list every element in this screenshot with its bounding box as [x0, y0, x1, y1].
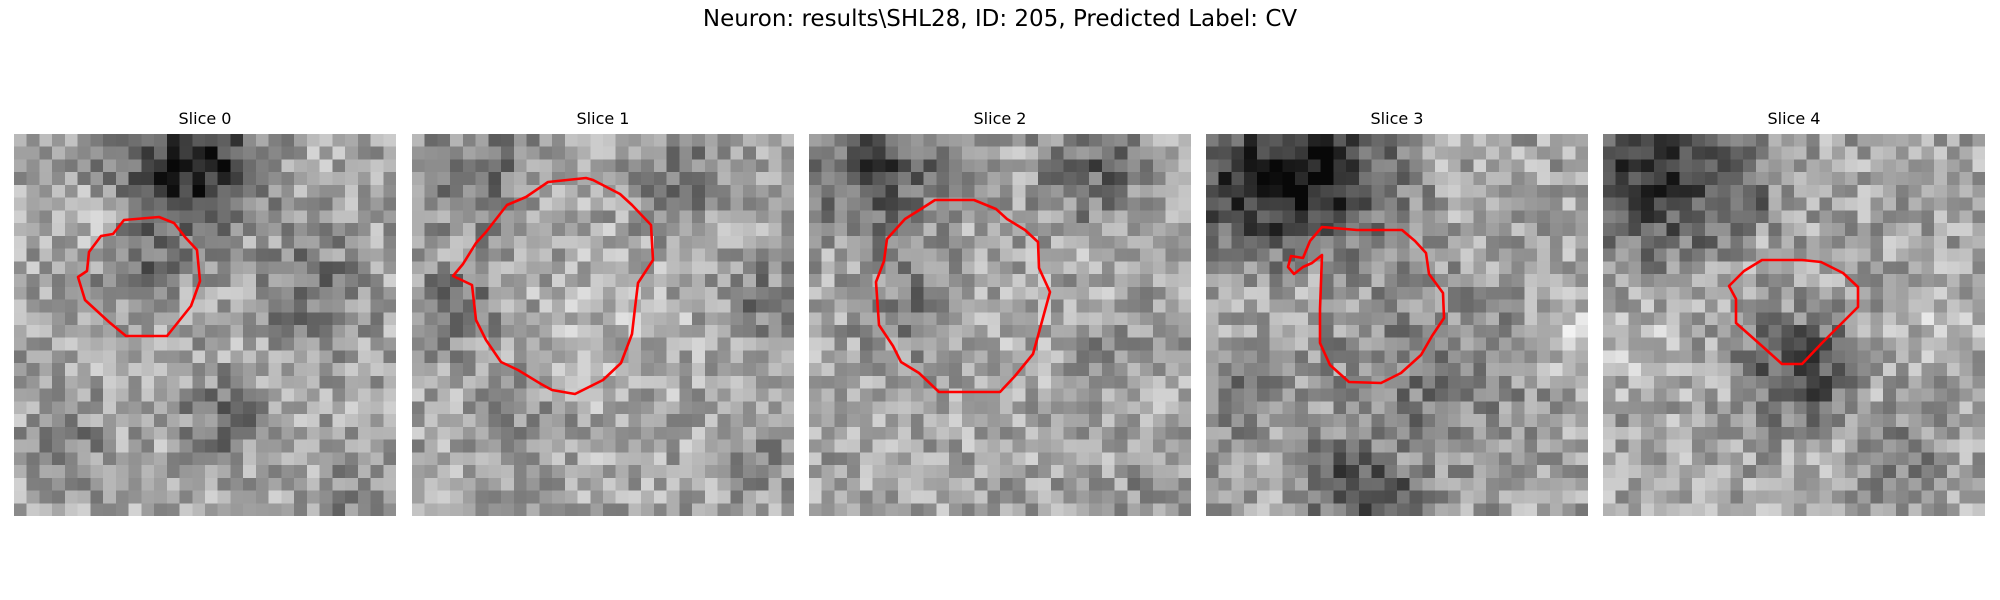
slice-title: Slice 0	[178, 109, 232, 128]
slice-title: Slice 1	[576, 109, 630, 128]
slice-title: Slice 2	[973, 109, 1027, 128]
slice-image-frame	[1603, 134, 1985, 516]
slice-panel-3: Slice 3	[1206, 108, 1588, 516]
microscopy-image	[14, 134, 396, 516]
slice-panel-4: Slice 4	[1603, 108, 1985, 516]
roi-contour	[1727, 258, 1860, 366]
microscopy-image	[1206, 134, 1588, 516]
slice-title: Slice 4	[1767, 109, 1821, 128]
slice-image-frame	[14, 134, 396, 516]
roi-contour	[874, 198, 1052, 394]
roi-outline	[1727, 258, 1860, 366]
roi-outline	[1286, 225, 1446, 385]
roi-outline	[451, 176, 655, 396]
slice-panel-2: Slice 2	[809, 108, 1191, 516]
microscopy-image	[809, 134, 1191, 516]
roi-outline	[76, 215, 202, 338]
slice-panel-0: Slice 0	[14, 108, 396, 516]
microscopy-image	[412, 134, 794, 516]
microscopy-image	[1603, 134, 1985, 516]
figure-title: Neuron: results\SHL28, ID: 205, Predicte…	[702, 6, 1298, 32]
slice-image-frame	[1206, 134, 1588, 516]
slice-image-frame	[412, 134, 794, 516]
slice-title: Slice 3	[1370, 109, 1424, 128]
slice-panel-1: Slice 1	[412, 108, 794, 516]
roi-contour	[451, 176, 655, 396]
roi-contour	[76, 215, 202, 338]
slice-image-frame	[809, 134, 1191, 516]
roi-outline	[874, 198, 1052, 394]
roi-contour	[1286, 225, 1446, 385]
